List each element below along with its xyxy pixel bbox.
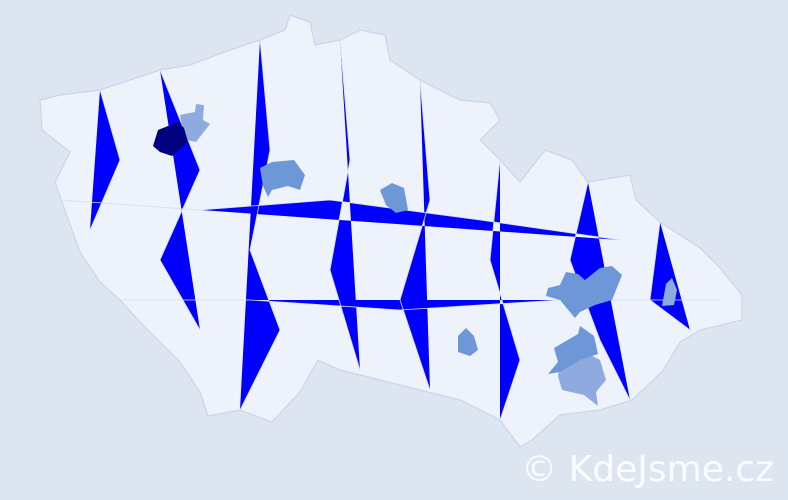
district-medium[interactable] xyxy=(546,266,622,318)
watermark: © KdeJsme.cz xyxy=(521,449,774,490)
district-medium[interactable] xyxy=(662,278,677,306)
highlighted-districts xyxy=(153,104,677,406)
district-highest[interactable] xyxy=(260,160,305,197)
district-medium[interactable] xyxy=(548,326,598,374)
district-low[interactable] xyxy=(153,122,188,156)
district-high[interactable] xyxy=(180,104,210,142)
district-medium[interactable] xyxy=(380,183,408,213)
district-low[interactable] xyxy=(458,328,478,356)
country-outline xyxy=(39,14,743,448)
